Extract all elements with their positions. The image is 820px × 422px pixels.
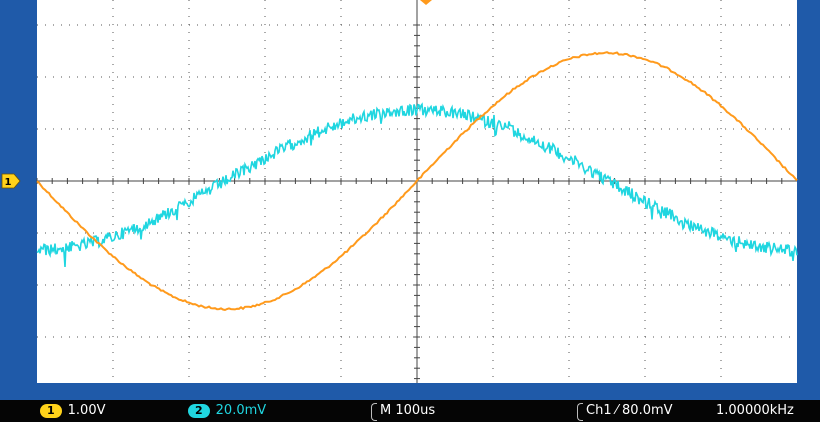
frequency-readout: 1.00000kHz [716,402,794,420]
trigger-position-icon[interactable] [420,0,432,5]
trigger-readout[interactable]: Ch1 ⁄ 80.0mV [586,402,673,420]
ch1-trace [36,51,798,312]
ch1-badge: 1 [40,404,62,418]
trigger-separator [577,403,583,421]
oscilloscope-screen: 1 [0,0,820,400]
trigger-setting: Ch1 ⁄ 80.0mV [586,403,673,418]
ch1-scale: 1.00V [67,403,106,418]
ch2-trace [36,102,798,268]
status-bar: 1 1.00V 2 20.0mV M 100us Ch1 ⁄ 80.0mV 1.00… [0,400,820,422]
timebase: M 100us [380,403,436,418]
ch2-badge: 2 [188,404,210,418]
ch2-scale: 20.0mV [215,403,267,418]
ch1-scale-readout[interactable]: 1 1.00V [40,402,106,420]
timebase-separator [371,403,377,421]
ch2-scale-readout[interactable]: 2 20.0mV [188,402,266,420]
ground-marker-icon[interactable]: 1 [1,173,21,189]
waveform-display: 1 [1,0,798,383]
ground-marker-label: 1 [5,177,12,188]
frequency: 1.00000kHz [716,403,794,418]
timebase-readout[interactable]: M 100us [380,402,435,420]
